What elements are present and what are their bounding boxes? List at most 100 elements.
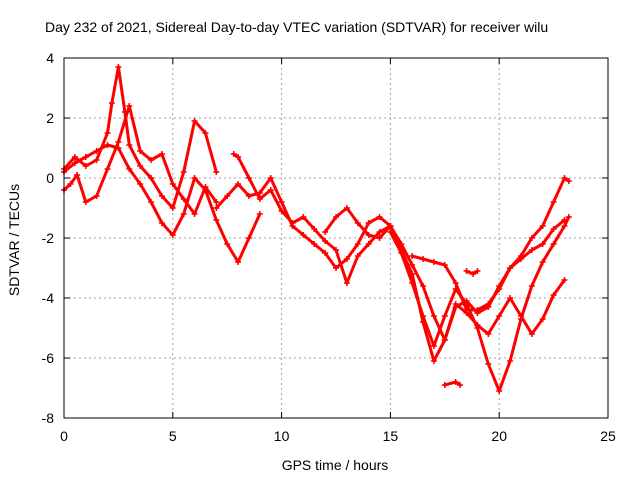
data-point <box>333 214 339 220</box>
series-track-11 <box>463 268 481 277</box>
data-point <box>561 277 568 283</box>
data-point <box>71 154 78 160</box>
data-point <box>74 172 81 178</box>
data-point <box>409 262 416 268</box>
data-point <box>71 160 78 166</box>
data-point <box>169 181 176 187</box>
grid <box>64 58 608 418</box>
x-tick-label: 25 <box>600 428 616 444</box>
data-point <box>148 199 155 205</box>
data-point <box>354 220 361 226</box>
data-point <box>420 256 427 262</box>
data-point <box>474 322 481 328</box>
series-track-1 <box>61 142 263 265</box>
data-point <box>441 337 448 343</box>
data-point <box>93 193 100 199</box>
data-point <box>441 262 448 268</box>
series-track-5 <box>230 151 394 286</box>
data-point <box>235 259 242 265</box>
data-point <box>245 193 252 199</box>
data-point <box>409 280 416 286</box>
data-point <box>82 199 89 205</box>
data-point <box>115 64 122 70</box>
chart-title: Day 232 of 2021, Sidereal Day-to-day VTE… <box>45 19 548 35</box>
data-point <box>322 229 329 235</box>
data-point <box>398 241 405 247</box>
data-point <box>539 241 546 247</box>
data-point <box>430 259 437 265</box>
data-point <box>180 169 187 175</box>
data-point <box>528 247 535 253</box>
data-point <box>158 151 165 157</box>
data-point <box>365 241 372 247</box>
data-point <box>507 265 514 271</box>
data-point <box>191 211 198 217</box>
ticks: 0 5 10 15 20 25 -8 -6 -4 -2 0 2 4 <box>42 50 616 444</box>
data-point <box>82 163 89 169</box>
series-line <box>232 152 392 285</box>
data-point <box>452 280 459 286</box>
data-point <box>180 196 187 202</box>
data-point <box>365 220 372 226</box>
data-point <box>311 226 318 232</box>
data-point <box>474 307 481 313</box>
data-point <box>507 295 514 301</box>
data-point <box>333 247 339 253</box>
data-point <box>430 313 437 319</box>
data-point <box>343 205 350 211</box>
data-point <box>137 163 144 169</box>
x-axis-label: GPS time / hours <box>282 457 389 473</box>
data-point <box>213 199 220 205</box>
data-point <box>300 214 307 220</box>
data-point <box>267 187 274 193</box>
series-track-9 <box>409 217 568 313</box>
data-point <box>343 280 350 286</box>
data-point <box>565 178 572 184</box>
data-point <box>191 175 198 181</box>
data-point <box>507 358 514 364</box>
data-point <box>230 151 237 157</box>
data-point <box>463 307 470 313</box>
data-point <box>322 250 329 256</box>
data-point <box>235 154 242 160</box>
data-point <box>256 211 263 217</box>
data-point <box>441 382 448 388</box>
data-point <box>137 181 144 187</box>
data-point <box>333 265 339 271</box>
data-point <box>452 379 459 385</box>
data-point <box>180 211 187 217</box>
data-point <box>82 154 89 160</box>
data-point <box>430 358 437 364</box>
data-point <box>300 232 307 238</box>
data-point <box>485 361 492 367</box>
x-tick-label: 10 <box>274 428 290 444</box>
data-point <box>550 199 557 205</box>
data-point <box>104 130 111 136</box>
data-point <box>104 142 111 148</box>
data-point <box>169 232 176 238</box>
data-point <box>496 286 503 292</box>
y-tick-label: -6 <box>42 350 55 366</box>
data-point <box>137 148 144 154</box>
series-layer <box>61 64 572 394</box>
data-point <box>224 241 231 247</box>
y-axis-label: SDTVAR / TECUs <box>6 184 22 296</box>
data-point <box>148 157 155 163</box>
data-point <box>191 118 198 124</box>
data-point <box>354 241 361 247</box>
data-point <box>235 181 242 187</box>
data-point <box>550 241 557 247</box>
x-tick-label: 20 <box>491 428 507 444</box>
data-point <box>158 193 165 199</box>
data-point <box>376 229 383 235</box>
x-tick-label: 0 <box>60 428 68 444</box>
data-point <box>420 283 427 289</box>
data-point <box>496 313 503 319</box>
data-point <box>267 175 274 181</box>
data-point <box>278 208 285 214</box>
data-point <box>470 271 477 277</box>
data-point <box>550 292 557 298</box>
series-line <box>388 215 571 393</box>
data-point <box>202 184 209 190</box>
data-point <box>452 301 459 307</box>
